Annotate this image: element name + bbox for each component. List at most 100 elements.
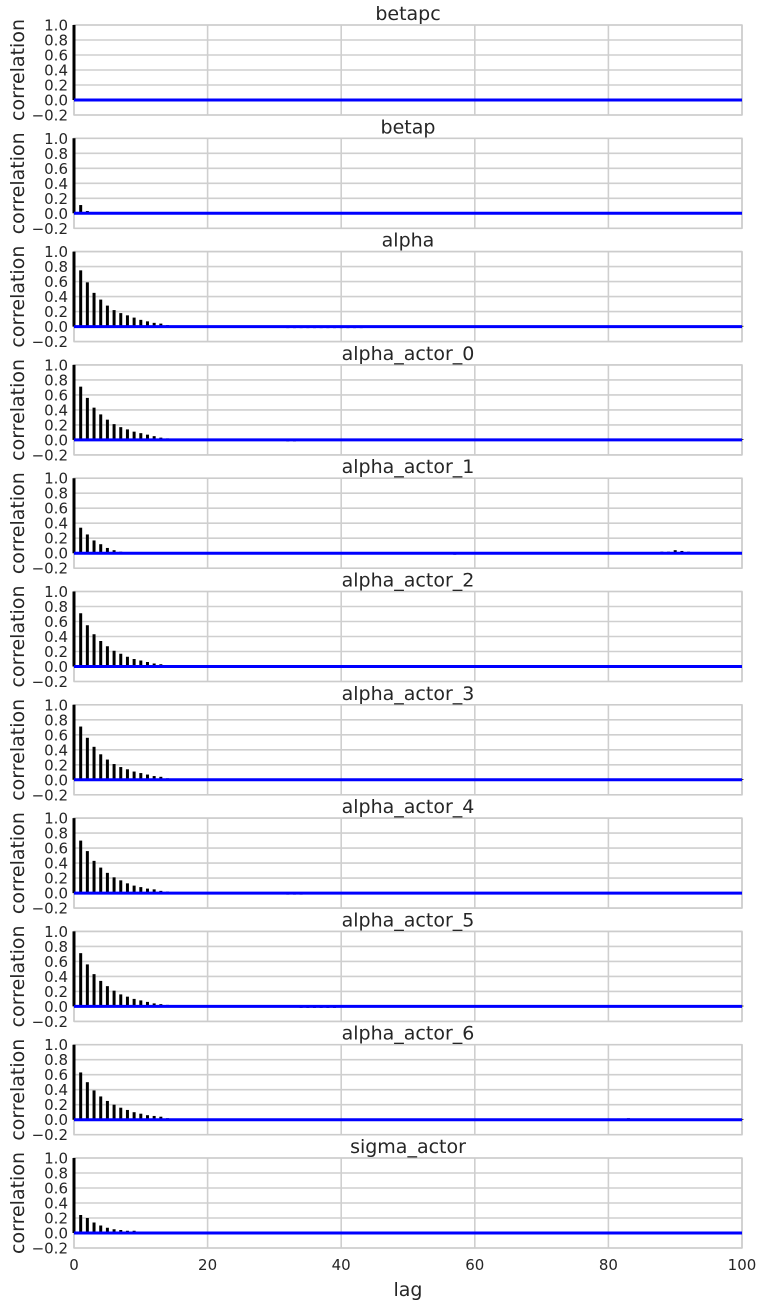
y-tick-label: 1.0	[44, 17, 68, 35]
y-tick-label: 1.0	[44, 696, 68, 714]
y-tick-label: 0.2	[44, 416, 68, 434]
panel-title: betapc	[375, 3, 440, 25]
y-tick-label: 0.2	[44, 870, 68, 888]
y-tick-label: 0.0	[44, 545, 68, 563]
panel-title: alpha_actor_3	[342, 683, 475, 705]
y-axis-label: correlation	[7, 925, 29, 1027]
y-tick-label: 0.2	[44, 983, 68, 1001]
y-axis-label: correlation	[7, 472, 29, 574]
y-tick-label: −0.2	[32, 560, 68, 578]
y-tick-label: 0.2	[44, 756, 68, 774]
y-tick-label: −0.2	[32, 1240, 68, 1258]
acf-panel-alpha-actor-4: −0.20.00.20.40.60.81.0 alpha_actor_4corre…	[7, 796, 743, 918]
acf-panel-alpha-actor-5: −0.20.00.20.40.60.81.0 alpha_actor_5corre…	[7, 909, 744, 1031]
y-tick-label: 0.4	[44, 741, 68, 759]
y-tick-label: 0.4	[44, 968, 68, 986]
y-tick-label: 0.8	[44, 711, 68, 729]
y-axis-label: correlation	[7, 1039, 29, 1141]
x-tick-label: 0	[69, 1256, 79, 1274]
panel-title: alpha_actor_6	[342, 1023, 475, 1045]
y-tick-label: 0.2	[44, 530, 68, 548]
x-tick-label: 20	[198, 1256, 217, 1274]
y-tick-label: 0.2	[44, 303, 68, 321]
x-tick-label: 100	[728, 1256, 757, 1274]
y-tick-label: 0.6	[44, 613, 68, 631]
x-axis-label: lag	[394, 1279, 423, 1301]
y-tick-label: 0.0	[44, 658, 68, 676]
y-axis-label: correlation	[7, 19, 29, 121]
y-tick-label: 0.6	[44, 47, 68, 65]
y-tick-label: 1.0	[44, 923, 68, 941]
y-tick-label: −0.2	[32, 107, 68, 125]
acf-panel-sigma-actor: −0.20.00.20.40.60.81.0 sigma_actorcorrela…	[7, 1136, 756, 1301]
y-tick-label: 0.0	[44, 771, 68, 789]
acf-panel-alpha-actor-0: −0.20.00.20.40.60.81.0 alpha_actor_0corre…	[7, 343, 744, 464]
y-tick-label: 0.4	[44, 855, 68, 873]
y-tick-label: 1.0	[44, 243, 68, 261]
y-tick-label: 0.2	[44, 1210, 68, 1228]
y-tick-label: −0.2	[32, 1013, 68, 1031]
y-tick-label: 0.6	[44, 160, 68, 178]
y-tick-label: −0.2	[32, 446, 68, 464]
y-tick-label: 0.6	[44, 273, 68, 291]
y-tick-label: 0.8	[44, 258, 68, 276]
panel-title: alpha_actor_2	[342, 570, 475, 592]
acf-panel-alpha-actor-3: −0.20.00.20.40.60.81.0 alpha_actor_3corre…	[7, 683, 744, 804]
y-tick-label: 0.6	[44, 726, 68, 744]
y-tick-label: 0.0	[44, 1111, 68, 1129]
panel-title: alpha_actor_4	[342, 796, 475, 818]
y-tick-label: 0.0	[44, 431, 68, 449]
y-tick-label: 0.2	[44, 190, 68, 208]
y-tick-label: 0.8	[44, 145, 68, 163]
y-tick-label: 0.4	[44, 175, 68, 193]
acf-panel-alpha-actor-6: −0.20.00.20.40.60.81.0 alpha_actor_6corre…	[7, 1023, 744, 1144]
y-tick-label: 0.0	[44, 885, 68, 903]
y-tick-label: 1.0	[44, 1150, 68, 1168]
acf-panel-betap: −0.20.00.20.40.60.81.0 betap correlation	[7, 116, 743, 238]
y-tick-label: 0.4	[44, 62, 68, 80]
y-tick-label: 1.0	[44, 470, 68, 488]
y-tick-label: 0.2	[44, 643, 68, 661]
x-tick-label: 60	[465, 1256, 484, 1274]
x-tick-label: 40	[332, 1256, 351, 1274]
y-tick-label: 1.0	[44, 356, 68, 374]
y-tick-label: 1.0	[44, 130, 68, 148]
y-tick-label: 0.4	[44, 515, 68, 533]
y-tick-label: 0.8	[44, 1165, 68, 1183]
y-tick-label: 0.6	[44, 386, 68, 404]
y-tick-label: 0.8	[44, 938, 68, 956]
y-tick-label: 0.0	[44, 92, 68, 110]
y-tick-label: 0.4	[44, 401, 68, 419]
acf-panel-alpha: −0.20.00.20.40.60.81.0 alpha correlation	[7, 230, 744, 351]
y-tick-label: 0.8	[44, 598, 68, 616]
y-tick-label: 0.0	[44, 1225, 68, 1243]
y-axis-label: correlation	[7, 1152, 29, 1254]
y-tick-label: 0.6	[44, 500, 68, 518]
acf-panel-betapc: −0.20.00.20.40.60.81.0 betapc correlation	[7, 3, 743, 125]
y-tick-label: 0.0	[44, 205, 68, 223]
y-axis-label: correlation	[7, 812, 29, 914]
x-tick-label: 80	[599, 1256, 618, 1274]
panel-title: betap	[381, 116, 436, 138]
y-tick-label: 0.6	[44, 840, 68, 858]
y-tick-label: 0.6	[44, 1180, 68, 1198]
y-tick-label: 0.8	[44, 371, 68, 389]
y-tick-label: −0.2	[32, 220, 68, 238]
y-tick-label: 0.4	[44, 1195, 68, 1213]
panel-title: alpha	[382, 230, 435, 252]
y-axis-label: correlation	[7, 246, 29, 348]
y-tick-label: 0.8	[44, 1051, 68, 1069]
y-tick-label: 0.4	[44, 1081, 68, 1099]
y-tick-label: 1.0	[44, 1036, 68, 1054]
y-tick-label: 1.0	[44, 810, 68, 828]
y-axis-label: correlation	[7, 586, 29, 688]
y-tick-label: 0.4	[44, 288, 68, 306]
y-tick-label: −0.2	[32, 673, 68, 691]
y-tick-label: 0.0	[44, 318, 68, 336]
y-tick-label: −0.2	[32, 333, 68, 351]
y-tick-label: 0.0	[44, 998, 68, 1016]
acf-panel-alpha-actor-1: −0.20.00.20.40.60.81.0 alpha_actor_1corre…	[7, 456, 743, 578]
y-tick-label: 0.2	[44, 77, 68, 95]
y-tick-label: −0.2	[32, 786, 68, 804]
